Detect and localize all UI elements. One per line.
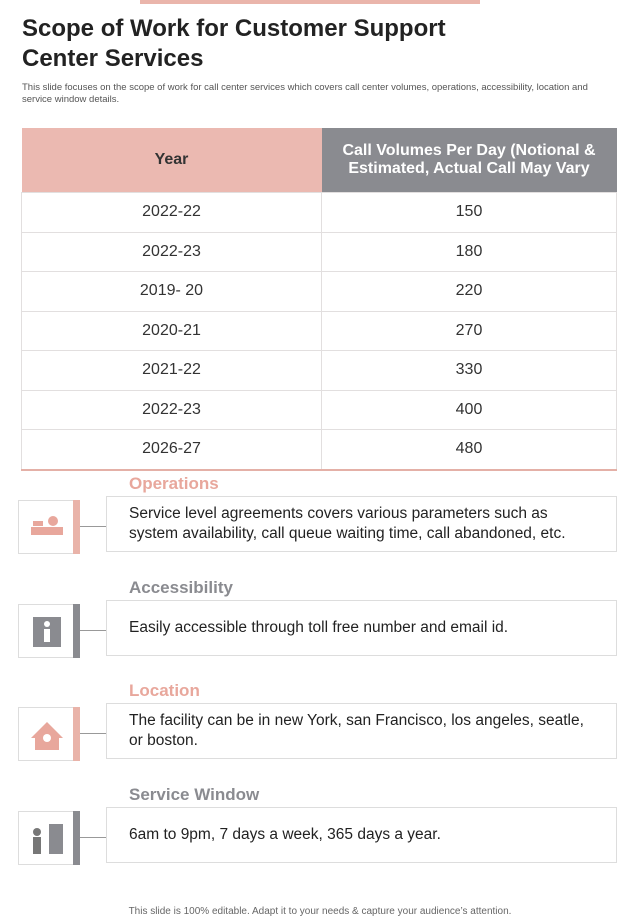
section-title: Operations	[129, 474, 219, 493]
icon-graphic	[31, 722, 63, 750]
section-text: Easily accessible through toll free numb…	[106, 599, 617, 656]
title: Scope of Work for Customer Support Cente…	[22, 15, 446, 72]
table-cell: 220	[321, 271, 617, 312]
accent-bar	[73, 500, 80, 554]
section-title: Accessibility	[129, 577, 233, 597]
table-row: 2020-21 270	[21, 310, 617, 351]
icon	[18, 810, 74, 865]
header-cell: Call Volumes Per Day (Notional & Estimat…	[321, 128, 617, 193]
table-cell: 400	[321, 389, 617, 430]
accent-bar	[73, 603, 80, 658]
icon	[18, 707, 74, 761]
table-cell: 2022-23	[21, 389, 322, 430]
connector	[80, 836, 106, 838]
table-cell: 2021-22	[21, 350, 322, 391]
section-text: The facility can be in new York, san Fra…	[106, 703, 617, 759]
section-text: 6am to 9pm, 7 days a week, 365 days a ye…	[106, 806, 617, 863]
accent	[140, 0, 480, 4]
icon-graphic	[33, 823, 63, 854]
connector	[80, 526, 106, 527]
table: Year Call Volumes Per Day (Notional & Est…	[21, 128, 617, 471]
table-row: 2022-23 180	[21, 231, 617, 272]
table-row: 2022-22 150	[21, 192, 617, 233]
connector	[80, 629, 106, 631]
table-cell: 270	[321, 310, 617, 351]
connector	[80, 733, 106, 734]
table-row: 2026-27 480	[21, 429, 617, 471]
footer: This slide is 100% editable. Adapt it to…	[128, 906, 512, 917]
accent-bar	[73, 810, 80, 865]
icon	[18, 500, 74, 554]
table-row: 2021-22 330	[21, 350, 617, 391]
table-row: 2022-23 400	[21, 389, 617, 430]
table-cell: 330	[321, 350, 617, 391]
header-cell: Year	[21, 128, 322, 193]
section-title: Service Window	[129, 784, 260, 804]
table-cell: 2020-21	[21, 310, 322, 351]
table-cell: 2022-22	[21, 192, 322, 233]
subtitle: This slide focuses on the scope of work …	[22, 82, 588, 105]
icon-graphic	[31, 516, 63, 535]
section-text: Service level agreements covers various …	[106, 496, 617, 552]
icon	[18, 603, 74, 658]
section-title: Location	[129, 681, 200, 700]
table-cell: 180	[321, 231, 617, 272]
table-cell: 480	[321, 429, 617, 471]
table-row: 2019- 20 220	[21, 271, 617, 312]
accent-bar	[73, 707, 80, 761]
table-cell: 2022-23	[21, 231, 322, 272]
table-cell: 2026-27	[21, 429, 322, 471]
icon-graphic	[33, 616, 61, 647]
table-cell: 150	[321, 192, 617, 233]
table-cell: 2019- 20	[21, 271, 322, 312]
